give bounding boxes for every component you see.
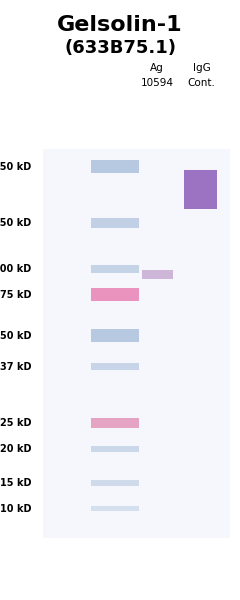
Text: 15 kD: 15 kD: [0, 478, 31, 488]
Text: 10 kD: 10 kD: [0, 503, 31, 514]
FancyBboxPatch shape: [91, 329, 139, 342]
FancyBboxPatch shape: [91, 446, 139, 452]
FancyBboxPatch shape: [184, 170, 217, 209]
Bar: [43, 149, 230, 538]
FancyBboxPatch shape: [91, 160, 139, 173]
Text: Cont.: Cont.: [188, 78, 216, 88]
FancyBboxPatch shape: [91, 506, 139, 511]
Text: 20 kD: 20 kD: [0, 443, 31, 454]
FancyBboxPatch shape: [91, 480, 139, 486]
Text: 37 kD: 37 kD: [0, 362, 31, 371]
Text: 25 kD: 25 kD: [0, 418, 31, 428]
FancyBboxPatch shape: [142, 269, 173, 279]
Text: Ag: Ag: [150, 63, 164, 73]
FancyBboxPatch shape: [91, 218, 139, 227]
Text: 100 kD: 100 kD: [0, 264, 31, 274]
Text: 150 kD: 150 kD: [0, 218, 31, 228]
Text: 75 kD: 75 kD: [0, 290, 31, 300]
FancyBboxPatch shape: [91, 418, 139, 428]
Text: 250 kD: 250 kD: [0, 161, 31, 172]
Text: (633B75.1): (633B75.1): [64, 39, 176, 57]
FancyBboxPatch shape: [91, 289, 139, 301]
FancyBboxPatch shape: [91, 265, 139, 273]
Text: 50 kD: 50 kD: [0, 331, 31, 341]
FancyBboxPatch shape: [91, 363, 139, 370]
Text: 10594: 10594: [141, 78, 174, 88]
Text: Gelsolin-1: Gelsolin-1: [57, 15, 183, 35]
Text: IgG: IgG: [193, 63, 210, 73]
